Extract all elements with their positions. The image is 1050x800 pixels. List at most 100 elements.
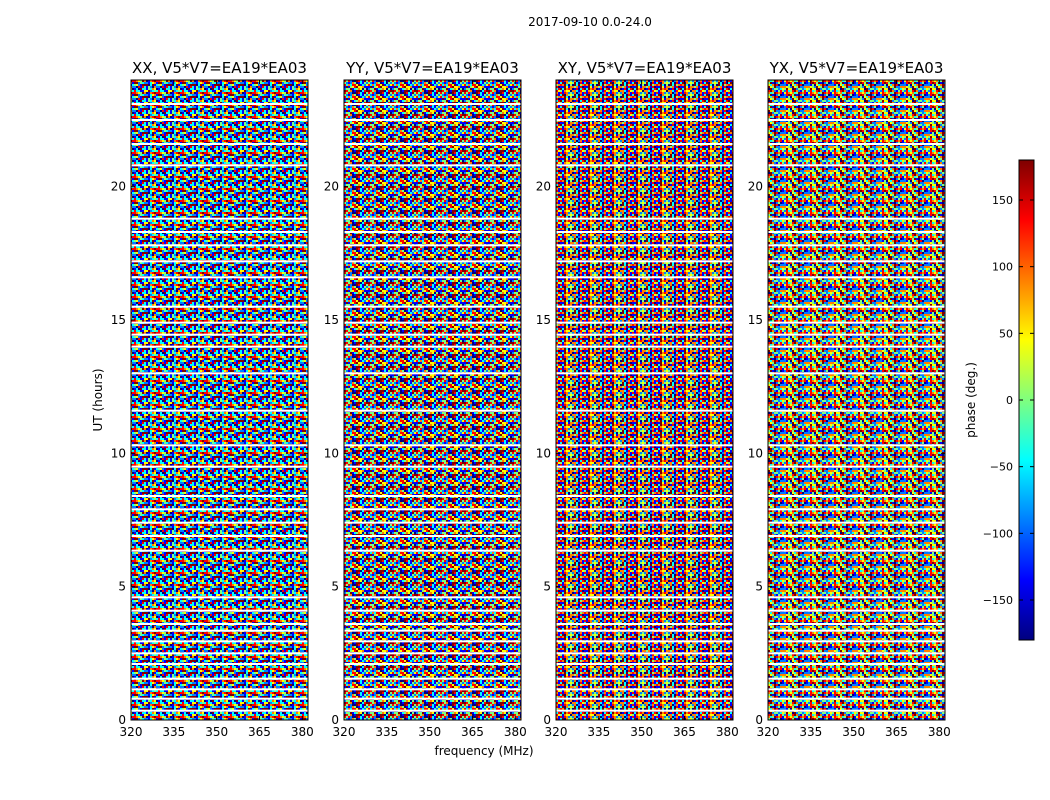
flagged-gap [556,629,733,632]
flagged-gap [768,697,945,700]
flagged-gap [344,640,521,643]
flagged-gap [556,508,733,511]
flagged-gap [768,244,945,247]
colorbar-tick-label: 50 [999,327,1013,340]
colorbar-tick-label: 100 [992,261,1013,274]
flagged-gap [344,231,521,233]
panel-title: YX, V5*V7=EA19*EA03 [769,59,944,77]
flagged-gap [131,260,308,263]
flagged-gap [768,372,945,375]
flagged-gap [344,305,521,308]
flagged-gap [344,629,521,632]
flagged-gap [556,495,733,497]
flagged-gap [344,345,521,348]
flagged-gap [768,103,945,105]
flagged-gap [131,549,308,552]
x-tick-label: 350 [842,725,865,739]
flagged-gap [768,345,945,348]
flagged-gap [556,260,733,263]
flagged-gap [556,164,733,167]
flagged-gap [131,688,308,691]
flagged-gap [344,535,521,537]
y-tick-label: 15 [111,313,126,327]
flagged-gap [344,549,521,552]
flagged-gap [556,321,733,324]
flagged-gap [556,709,733,712]
panel-frame [767,79,946,721]
y-axis-label: UT (hours) [91,368,105,431]
panel-frame [555,79,734,721]
flagged-gap [768,217,945,220]
flagged-gap [768,164,945,167]
flagged-gap [556,103,733,105]
flagged-gap [131,495,308,497]
y-tick-label: 0 [543,713,551,727]
y-tick-label: 10 [748,446,763,460]
flagged-gap [344,372,521,375]
flagged-gap [556,444,733,447]
y-tick-label: 5 [118,580,126,594]
y-tick-label: 0 [755,713,763,727]
flagged-gap [131,409,308,412]
flagged-gap [344,521,521,524]
flagged-gap [556,409,733,412]
heatmap-xy [556,80,733,720]
heatmap-xx [131,80,308,720]
flagged-gap [556,217,733,220]
flagged-gap [344,697,521,700]
flagged-gap [556,677,733,680]
flagged-gap [768,119,945,121]
flagged-gap [556,609,733,612]
flagged-gap [768,231,945,233]
x-tick-label: 380 [716,725,739,739]
colorbar-tick-label: 0 [1006,394,1013,407]
flagged-gap [344,663,521,665]
x-tick-label: 380 [504,725,527,739]
panel-yy: YY, V5*V7=EA19*EA03 320 335 350 365 380 0 5 10 15… [324,59,527,739]
y-tick-label: 15 [536,313,551,327]
x-tick-label: 350 [205,725,228,739]
flagged-gap [344,409,521,412]
flagged-gap [131,709,308,712]
flagged-gap [131,305,308,308]
flagged-gap [131,164,308,167]
flagged-gap [344,164,521,167]
flagged-gap [344,244,521,247]
heatmap-yy [344,80,521,720]
flagged-gap [556,372,733,375]
flagged-gap [556,549,733,552]
y-tick-label: 15 [748,313,763,327]
flagged-gap [344,623,521,625]
panel-title: XX, V5*V7=EA19*EA03 [132,59,307,77]
flagged-gap [131,663,308,665]
colorbar-tick-label: −50 [990,461,1013,474]
colorbar-tick-label: 150 [992,194,1013,207]
figure-title: 2017-09-10 0.0-24.0 [528,15,652,29]
y-tick-label: 5 [755,580,763,594]
flagged-gap [131,677,308,680]
flagged-gap [556,231,733,233]
flagged-gap [768,409,945,412]
panel-xx: XX, V5*V7=EA19*EA03 320 335 350 365 380 0 5 10 15… [111,59,314,739]
x-tick-label: 365 [248,725,271,739]
y-tick-label: 0 [331,713,339,727]
flagged-gap [344,677,521,680]
flagged-gap [344,103,521,105]
flagged-gap [131,465,308,468]
flagged-gap [131,276,308,279]
y-tick-label: 5 [543,580,551,594]
colorbar-label: phase (deg.) [964,362,978,438]
flagged-gap [768,596,945,599]
y-tick-label: 5 [331,580,339,594]
flagged-gap [131,623,308,625]
x-tick-label: 335 [799,725,822,739]
flagged-gap [556,663,733,665]
x-tick-label: 320 [120,725,143,739]
colorbar-ticks: 150 100 50 0 −50 −100 −150 [983,194,1034,607]
flagged-gap [344,709,521,712]
flagged-gap [556,652,733,655]
flagged-gap [768,508,945,511]
flagged-gap [556,640,733,643]
y-tick-label: 10 [324,446,339,460]
flagged-gap [131,217,308,220]
